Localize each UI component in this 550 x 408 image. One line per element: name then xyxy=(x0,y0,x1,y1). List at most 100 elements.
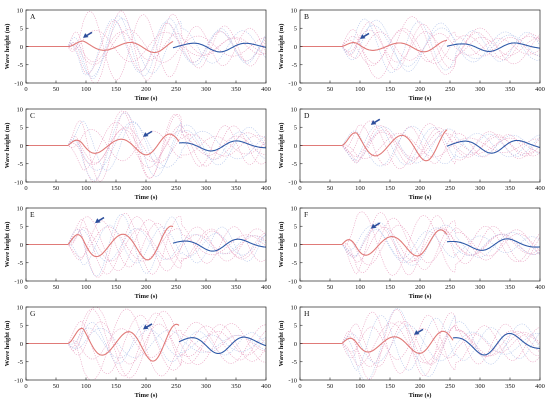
ensemble-trace xyxy=(300,229,540,260)
ensemble-trace xyxy=(300,125,540,165)
x-tick-label: 200 xyxy=(415,383,425,390)
panel-series xyxy=(26,110,266,182)
x-tick-label: 300 xyxy=(201,185,211,192)
x-tick-label: 50 xyxy=(327,284,334,291)
x-tick-label: 200 xyxy=(141,185,151,192)
panel-label: F xyxy=(304,210,308,219)
x-tick-label: 300 xyxy=(475,284,485,291)
ensemble-trace xyxy=(300,309,540,380)
y-tick-label: -10 xyxy=(14,80,23,87)
y-tick-label: -10 xyxy=(288,179,297,186)
y-tick-label: -5 xyxy=(18,161,23,168)
panel-series xyxy=(300,307,540,380)
x-tick-label: 150 xyxy=(111,383,121,390)
panel-series xyxy=(26,307,266,380)
y-tick-label: -5 xyxy=(292,161,297,168)
ensemble-trace xyxy=(26,308,266,377)
observed-series xyxy=(446,42,540,52)
x-tick-label: 250 xyxy=(171,86,181,93)
y-tick-label: 5 xyxy=(20,224,23,231)
observed-series xyxy=(178,336,266,355)
ensemble-trace xyxy=(300,212,540,276)
x-tick-label: 400 xyxy=(535,86,545,93)
ensemble-trace xyxy=(26,19,266,76)
y-tick-label: 10 xyxy=(17,7,24,14)
ensemble-trace xyxy=(300,126,540,164)
x-tick-label: 100 xyxy=(81,185,91,192)
ensemble-trace xyxy=(26,216,266,275)
x-tick-label: 150 xyxy=(111,185,121,192)
x-tick-label: 400 xyxy=(535,383,545,390)
y-tick-label: 0 xyxy=(20,44,23,51)
x-tick-label: 100 xyxy=(355,185,365,192)
observed-series xyxy=(446,139,540,154)
y-tick-label: 5 xyxy=(20,26,23,33)
x-axis-label: Time (s) xyxy=(409,293,432,300)
y-tick-label: 0 xyxy=(20,242,23,249)
arrow-head xyxy=(143,132,149,137)
y-tick-label: 10 xyxy=(291,205,298,212)
x-tick-label: 350 xyxy=(231,284,241,291)
y-tick-label: -5 xyxy=(292,260,297,267)
x-tick-label: 50 xyxy=(327,185,334,192)
arrow-head xyxy=(95,218,101,224)
x-tick-label: 100 xyxy=(81,86,91,93)
ensemble-trace xyxy=(26,307,266,379)
y-tick-label: 10 xyxy=(291,106,298,113)
x-tick-label: 150 xyxy=(111,86,121,93)
x-axis-label: Time (s) xyxy=(409,392,432,399)
x-tick-label: 200 xyxy=(415,86,425,93)
x-tick-label: 0 xyxy=(24,383,27,390)
y-tick-label: 10 xyxy=(291,7,298,14)
y-tick-label: 5 xyxy=(294,224,297,231)
x-tick-label: 200 xyxy=(141,383,151,390)
ensemble-trace xyxy=(300,222,540,266)
ensemble-trace xyxy=(26,112,266,181)
ensemble-trace xyxy=(26,212,266,278)
x-tick-label: 350 xyxy=(231,185,241,192)
y-tick-label: 10 xyxy=(17,304,24,311)
x-axis-label: Time (s) xyxy=(409,194,432,201)
x-tick-label: 150 xyxy=(385,284,395,291)
ensemble-trace xyxy=(300,18,540,73)
x-tick-label: 200 xyxy=(141,86,151,93)
x-tick-label: 250 xyxy=(445,185,455,192)
y-tick-label: -10 xyxy=(288,80,297,87)
x-tick-label: 0 xyxy=(298,185,301,192)
ensemble-trace xyxy=(300,225,540,263)
y-tick-label: -5 xyxy=(18,260,23,267)
calculated-series xyxy=(26,133,180,156)
x-tick-label: 400 xyxy=(261,284,271,291)
y-axis-label: Wave height (m) xyxy=(278,123,285,169)
ensemble-trace xyxy=(300,322,540,366)
ensemble-trace xyxy=(300,224,540,266)
ensemble-trace xyxy=(300,125,540,167)
y-axis-label: Wave height (m) xyxy=(4,222,11,268)
ensemble-trace xyxy=(26,216,266,272)
x-tick-label: 300 xyxy=(475,86,485,93)
y-tick-label: -10 xyxy=(14,377,23,384)
y-tick-label: 5 xyxy=(294,26,297,33)
x-tick-label: 100 xyxy=(81,383,91,390)
arrow-head xyxy=(414,330,420,335)
observed-series xyxy=(179,140,266,152)
ensemble-trace xyxy=(300,226,540,263)
x-tick-label: 350 xyxy=(505,185,515,192)
ensemble-trace xyxy=(26,29,266,65)
x-axis-label: Time (s) xyxy=(135,194,158,201)
ensemble-trace xyxy=(26,327,266,359)
ensemble-trace xyxy=(26,328,266,360)
arrow-head xyxy=(370,120,377,125)
y-tick-label: -5 xyxy=(292,359,297,366)
x-tick-label: 250 xyxy=(445,284,455,291)
x-tick-label: 300 xyxy=(201,86,211,93)
x-tick-label: 200 xyxy=(415,284,425,291)
y-axis-label: Wave height (m) xyxy=(278,222,285,268)
ensemble-trace xyxy=(26,31,266,63)
y-tick-label: -10 xyxy=(14,278,23,285)
ensemble-trace xyxy=(26,120,266,171)
x-tick-label: 50 xyxy=(327,383,334,390)
